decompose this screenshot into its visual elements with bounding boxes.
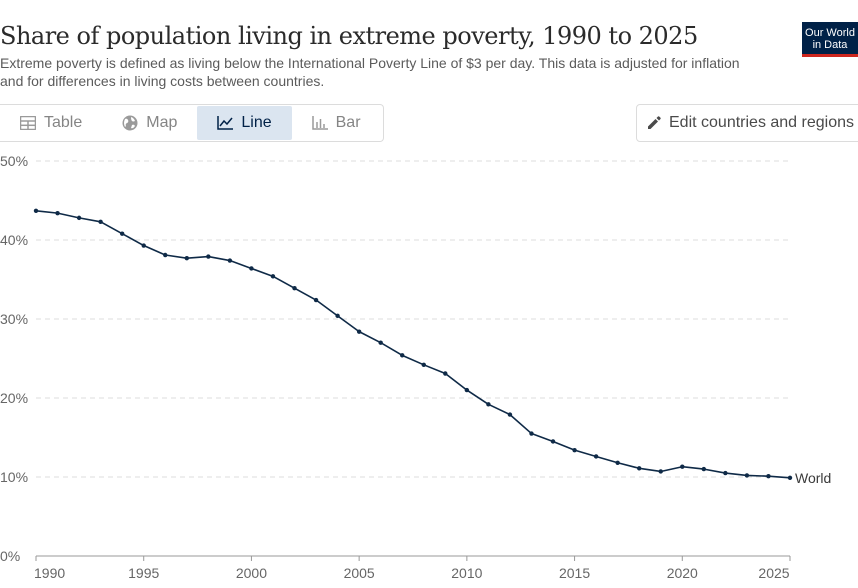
data-point: [33, 208, 39, 213]
data-point: [55, 210, 60, 216]
data-point: [356, 329, 362, 334]
bar-chart-icon: [311, 116, 328, 130]
y-tick-label: 50%: [0, 153, 28, 169]
data-point: [550, 439, 556, 444]
data-point: [119, 231, 125, 236]
data-point: [335, 313, 340, 319]
data-point: [787, 475, 793, 480]
x-tick-label: 2010: [451, 565, 482, 581]
tab-bar[interactable]: Bar: [292, 106, 381, 140]
axis-layer: 0% 10% 20% 30% 40% 50% 1990 1995 2000 2005 2010 201…: [0, 153, 791, 581]
globe-icon: [122, 115, 138, 131]
data-point: [701, 466, 707, 472]
data-point: [184, 255, 189, 261]
logo-line-2: in Data: [812, 39, 848, 51]
data-point: [400, 353, 405, 358]
tab-line-label: Line: [241, 114, 272, 131]
y-tick-label: 10%: [0, 469, 28, 485]
data-point: [507, 412, 513, 417]
owid-logo[interactable]: Our World in Data: [802, 22, 858, 57]
x-tick-label: 2020: [667, 565, 698, 581]
data-point: [486, 402, 491, 407]
data-point: [378, 340, 383, 345]
data-point: [637, 466, 642, 471]
data-point: [249, 266, 254, 271]
data-point: [206, 254, 211, 259]
data-point: [723, 470, 728, 476]
x-tick-label: 1990: [34, 565, 65, 581]
tab-map-label: Map: [146, 114, 178, 131]
x-tick-label: 2000: [236, 565, 267, 581]
line-chart-icon: [217, 116, 234, 130]
x-tick-label: 2005: [344, 565, 375, 581]
data-point: [98, 219, 103, 225]
x-tick-label: 2015: [559, 565, 590, 581]
data-point: [421, 362, 426, 368]
data-point: [680, 464, 685, 469]
x-tick-label: 2025: [758, 565, 789, 581]
chart-subtitle: Extreme poverty is defined as living bel…: [0, 55, 740, 89]
tab-bar-label: Bar: [335, 114, 361, 131]
data-point: [443, 371, 448, 376]
edit-countries-label: Edit countries and regions: [669, 114, 854, 131]
data-point: [529, 431, 534, 436]
data-point: [270, 274, 276, 279]
logo-line-1: Our World: [805, 27, 855, 39]
tab-table[interactable]: Table: [0, 106, 102, 140]
data-point: [163, 252, 168, 258]
tab-line[interactable]: Line: [197, 106, 292, 140]
y-tick-label: 20%: [0, 390, 28, 406]
series-label-world: World: [795, 470, 831, 486]
grid-layer: [36, 160, 790, 478]
data-point: [227, 258, 233, 263]
tab-map[interactable]: Map: [102, 106, 197, 140]
y-tick-label: 0%: [0, 548, 20, 564]
data-point: [464, 387, 470, 393]
tab-table-label: Table: [44, 114, 83, 131]
data-point: [76, 215, 82, 221]
pencil-icon: [648, 116, 661, 129]
table-icon: [20, 116, 36, 130]
data-point: [658, 469, 663, 474]
data-point: [615, 460, 620, 465]
x-tick-label: 1995: [128, 565, 159, 581]
edit-countries-button[interactable]: Edit countries and regions: [636, 104, 858, 142]
y-tick-label: 40%: [0, 232, 28, 248]
data-point: [292, 285, 297, 291]
data-point: [593, 454, 599, 459]
chart-title: Share of population living in extreme po…: [0, 22, 698, 50]
series-layer: World: [33, 208, 831, 486]
chart-view-tabs: Table Map Line Bar: [0, 104, 384, 142]
data-point: [141, 243, 146, 248]
data-point: [313, 297, 319, 303]
data-point: [766, 474, 771, 479]
series-line-world: [35, 209, 791, 479]
y-tick-label: 30%: [0, 311, 28, 327]
data-point: [572, 447, 577, 453]
data-point: [744, 473, 750, 478]
